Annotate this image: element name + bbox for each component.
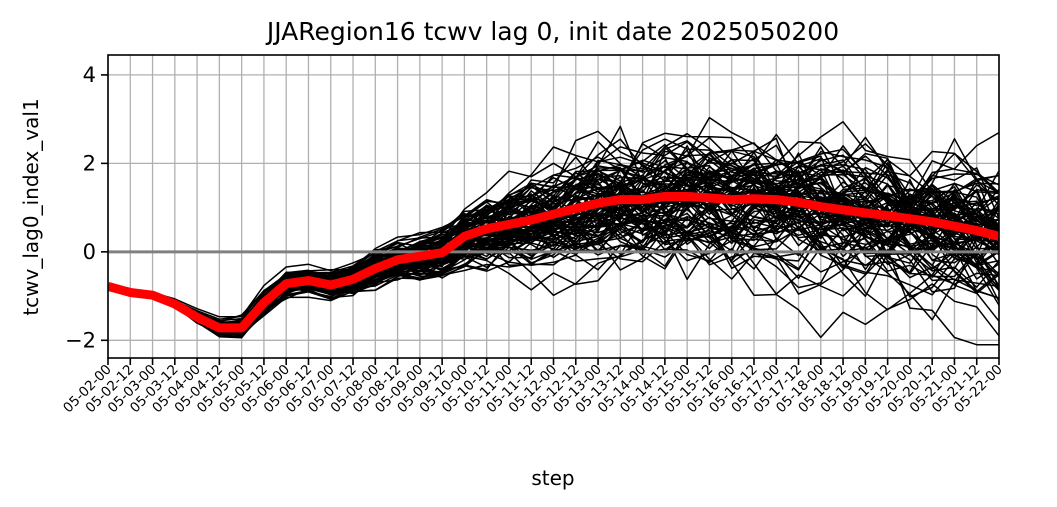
y-ticks: −2 0 2 4: [65, 63, 108, 352]
ensemble-member-line: [108, 189, 999, 320]
ensemble-member-line: [108, 180, 999, 324]
chart-title: JJARegion16 tcwv lag 0, init date 202505…: [265, 17, 839, 46]
y-tick-label: 4: [83, 63, 96, 87]
x-axis-label: step: [531, 466, 574, 490]
mean-series-line: [108, 192, 999, 333]
x-ticks: 05-02-0005-02-1205-03-0005-03-1205-04-00…: [60, 358, 1006, 416]
y-axis-label: tcwv_lag0_index_val1: [19, 98, 43, 315]
series-lines: [108, 192, 999, 333]
y-tick-label: 2: [83, 151, 96, 175]
y-tick-label: 0: [83, 240, 96, 264]
y-tick-label: −2: [65, 328, 96, 352]
